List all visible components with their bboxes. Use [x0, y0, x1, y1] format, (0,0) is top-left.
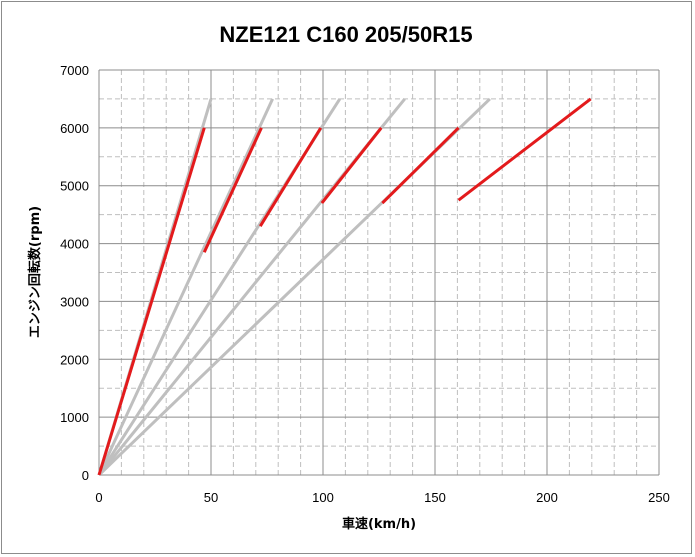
x-tick-label: 100: [312, 490, 334, 505]
y-axis-title: エンジン回転数(rpm): [27, 206, 43, 338]
y-tick-label: 2000: [60, 352, 89, 367]
y-tick-label: 5000: [60, 179, 89, 194]
shift-segment-1: [97, 127, 206, 476]
major-gridlines: [98, 69, 660, 476]
gear-line-2: [97, 98, 274, 476]
x-tick-label: 150: [424, 490, 446, 505]
y-tick-label: 3000: [60, 294, 89, 309]
shift-segment-2: [202, 127, 263, 253]
x-axis-title: 車速(km/h): [342, 516, 416, 532]
chart-title: NZE121 C160 205/50R15: [219, 22, 472, 47]
shift-segment-3: [259, 127, 323, 227]
y-tick-label: 0: [82, 468, 89, 483]
y-tick-label: 7000: [60, 63, 89, 78]
shift-segment-4: [320, 126, 383, 205]
minor-gridlines: [99, 70, 659, 475]
x-tick-label: 200: [536, 490, 558, 505]
x-axis-ticks: 0 50 100 150 200 250: [95, 490, 669, 505]
x-tick-label: 50: [204, 490, 218, 505]
y-tick-label: 4000: [60, 237, 89, 252]
shift-segments: [97, 97, 592, 476]
shift-segment-6: [457, 97, 592, 202]
y-tick-label: 1000: [60, 410, 89, 425]
y-axis-ticks: 0 1000 2000 3000 4000 5000 6000 7000: [60, 63, 89, 483]
shift-segment-5: [381, 126, 460, 205]
x-tick-label: 0: [95, 490, 102, 505]
y-tick-label: 6000: [60, 121, 89, 136]
x-tick-label: 250: [648, 490, 670, 505]
